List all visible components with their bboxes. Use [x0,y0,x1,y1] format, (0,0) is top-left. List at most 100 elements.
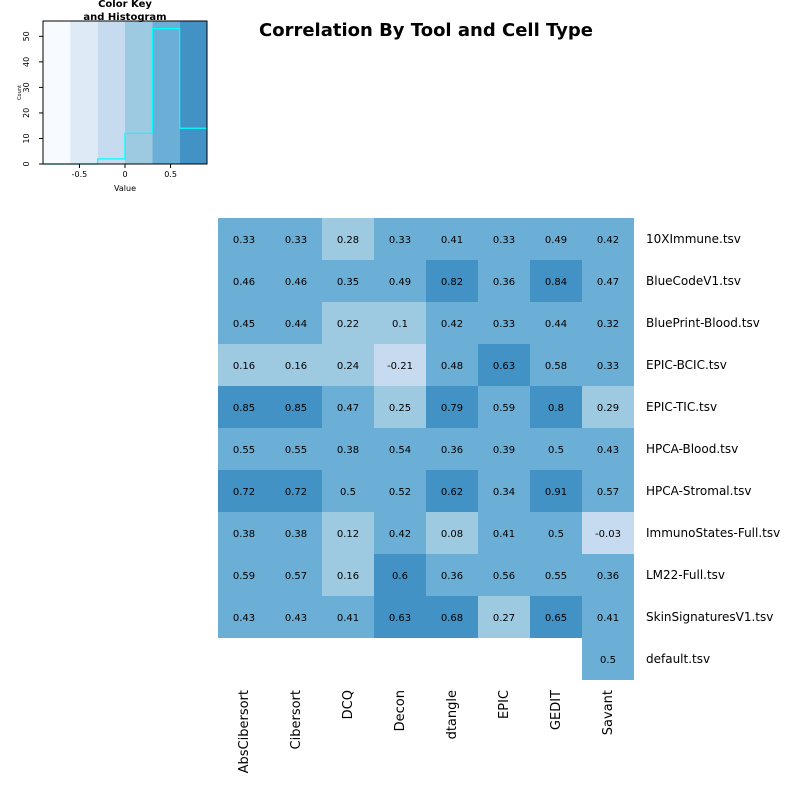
cell-value-label: 0.56 [493,571,515,582]
cell-value-label: 0.33 [233,235,255,246]
cell-value-label: 0.33 [285,235,307,246]
heatmap-cell [322,260,374,302]
heatmap-cell [270,386,322,428]
heatmap-cell [374,344,426,386]
heatmap-cell [478,554,530,596]
heatmap-cell [270,260,322,302]
heatmap-cell [478,344,530,386]
row-label: default.tsv [646,652,710,666]
heatmap-cell [530,470,582,512]
heatmap-cell [426,428,478,470]
cell-value-label: 0.5 [340,487,356,498]
heatmap-cell [374,512,426,554]
cell-value-label: 0.39 [493,445,515,456]
cell-value-label: 0.43 [285,613,307,624]
heatmap-cell [530,344,582,386]
y-tick-label: 40 [22,57,31,67]
cell-value-label: 0.38 [337,445,359,456]
cell-value-label: 0.41 [441,235,463,246]
x-tick-label: 0 [122,170,127,179]
cell-value-label: 0.16 [337,571,359,582]
heatmap-cell [478,512,530,554]
cell-value-label: 0.62 [441,487,463,498]
row-label: LM22-Full.tsv [646,568,725,582]
cell-value-label: 0.38 [285,529,307,540]
cell-value-label: 0.12 [337,529,359,540]
cell-value-label: 0.6 [392,571,408,582]
y-tick-label: 0 [22,161,31,166]
color-key-title: Color Key [98,0,152,10]
heatmap-cell [582,470,634,512]
y-tick-label: 10 [22,133,31,143]
heatmap-cell [582,218,634,260]
heatmap-cell [426,596,478,638]
y-tick-label: 20 [22,108,31,118]
cell-value-label: 0.5 [600,655,616,666]
cell-value-label: 0.41 [597,613,619,624]
heatmap-cell [582,260,634,302]
cell-value-label: 0.55 [233,445,255,456]
row-label: 10XImmune.tsv [646,232,741,246]
heatmap-cell [374,260,426,302]
heatmap-cell [218,302,270,344]
heatmap-cell [582,302,634,344]
heatmap-grid: 0.33 0.33 0.28 0.33 0.41 0.33 0.49 0.42 0.46 0.46… [218,218,634,680]
heatmap-cell [218,512,270,554]
cell-value-label: 0.22 [337,319,359,330]
cell-value-label: 0.68 [441,613,463,624]
heatmap-cell [322,470,374,512]
heatmap-cell [218,218,270,260]
heatmap-cell [582,554,634,596]
row-label: HPCA-Blood.tsv [646,442,738,456]
cell-value-label: 0.36 [493,277,515,288]
cell-value-label: 0.79 [441,403,463,414]
cell-value-label: 0.43 [597,445,619,456]
heatmap-cell [322,344,374,386]
cell-value-label: 0.41 [337,613,359,624]
heatmap-cell [322,554,374,596]
heatmap-cell [478,302,530,344]
heatmap-cell [478,470,530,512]
cell-value-label: 0.49 [545,235,567,246]
cell-value-label: 0.59 [233,571,255,582]
cell-value-label: 0.33 [493,319,515,330]
x-tick-label: -0.5 [72,170,88,179]
cell-value-label: 0.58 [545,361,567,372]
heatmap-cell [478,596,530,638]
row-label: SkinSignaturesV1.tsv [646,610,773,624]
cell-value-label: 0.8 [548,403,564,414]
color-key-band [43,21,71,164]
heatmap-cell [218,596,270,638]
cell-value-label: 0.35 [337,277,359,288]
heatmap-cell [322,596,374,638]
cell-value-label: 0.33 [389,235,411,246]
cell-value-label: 0.34 [493,487,515,498]
heatmap-cell [270,470,322,512]
cell-value-label: 0.16 [285,361,307,372]
heatmap-cell [374,596,426,638]
color-key-band [152,21,180,164]
cell-value-label: 0.82 [441,277,463,288]
y-tick-label: 50 [22,31,31,41]
cell-value-label: 0.59 [493,403,515,414]
heatmap-cell [478,260,530,302]
heatmap-cell [530,596,582,638]
cell-value-label: 0.84 [545,277,567,288]
heatmap-cell [582,596,634,638]
column-label: Savant [601,690,616,735]
cell-value-label: 0.47 [337,403,359,414]
heatmap-cell [426,218,478,260]
cell-value-label: 0.29 [597,403,619,414]
heatmap-cell [530,386,582,428]
row-labels: 10XImmune.tsv BlueCodeV1.tsv BluePrint-Blo… [646,232,780,666]
heatmap-cell [322,428,374,470]
cell-value-label: 0.54 [389,445,411,456]
x-tick-label: 0.5 [164,170,177,179]
cell-value-label: 0.08 [441,529,463,540]
cell-value-label: 0.45 [233,319,255,330]
cell-value-label: 0.46 [285,277,307,288]
cell-value-label: 0.85 [285,403,307,414]
color-key-band [97,21,125,164]
heatmap-cell [426,260,478,302]
heatmap-cell [426,302,478,344]
